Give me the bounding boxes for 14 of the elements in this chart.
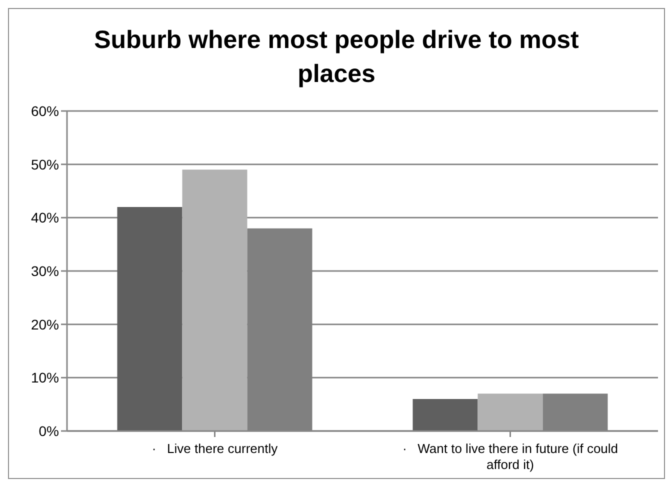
x-tick-label: · Want to live there in future (if could afford it) [402, 441, 618, 472]
chart-title: Suburb where most people drive to most places [94, 26, 579, 88]
y-tick-label: 60% [30, 102, 59, 119]
y-tick-label: 40% [30, 210, 59, 226]
bar [182, 170, 248, 431]
x-tick-label: · Live there currently [152, 441, 278, 456]
y-tick-label: 10% [30, 370, 59, 386]
y-tick-label: 50% [30, 156, 59, 172]
y-tick-label: 20% [30, 316, 59, 332]
y-tick-label: 30% [30, 262, 59, 279]
bar [117, 207, 182, 431]
bar [412, 399, 478, 431]
bar [478, 394, 543, 431]
y-tick-label: 0% [38, 422, 59, 439]
